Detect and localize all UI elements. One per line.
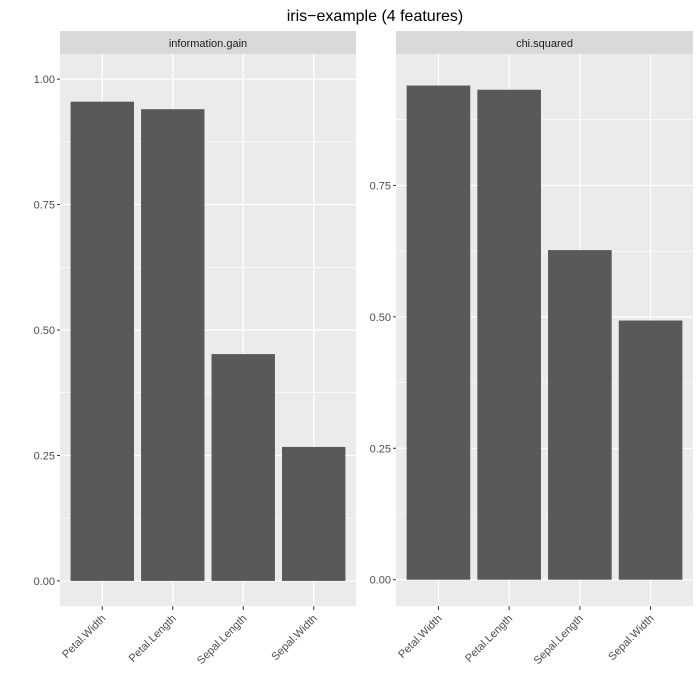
bar-petal-length [477,89,541,580]
x-tick-label: Sepal.Width [606,613,656,663]
x-tick-label: Petal.Width [396,613,444,661]
y-tick-label: 0.25 [370,443,391,455]
strip-label: chi.squared [516,38,573,50]
bar-sepal-width [282,446,346,581]
chart-title: iris−example (4 features) [287,8,464,25]
strip-background [396,31,693,54]
y-tick-label: 0.25 [34,450,55,462]
x-tick-label: Petal.Length [127,613,179,665]
y-tick-label: 0.50 [370,312,391,324]
x-tick-label: Sepal.Length [532,613,586,667]
x-tick-label: Sepal.Length [195,613,249,667]
strip-background [60,31,356,54]
bar-sepal-length [548,250,612,580]
bar-petal-length [141,109,205,581]
y-tick-label: 0.75 [34,200,55,212]
y-tick-label: 0.00 [34,576,55,588]
panel-2: chi.squared 0.00 0.25 0.50 0.75 Petal.Width Pe… [370,31,693,667]
panel-1: information.gain 0.00 0.25 0.50 0.75 1.00 Peta… [34,31,356,667]
x-tick-label: Sepal.Width [269,613,319,663]
x-tick-label: Petal.Width [60,613,108,661]
bar-petal-width [406,85,471,580]
chart-panels: information.gain 0.00 0.25 0.50 0.75 1.00 Peta… [34,31,693,667]
y-tick-label: 0.50 [34,325,55,337]
strip-label: information.gain [169,38,247,50]
y-tick-label: 0.75 [370,180,391,192]
y-tick-label: 0.00 [370,575,391,587]
x-tick-label: Petal.Length [463,613,515,665]
y-tick-label: 1.00 [34,74,55,86]
bar-sepal-length [211,354,275,581]
bar-petal-width [70,101,134,581]
bar-sepal-width [618,320,683,580]
